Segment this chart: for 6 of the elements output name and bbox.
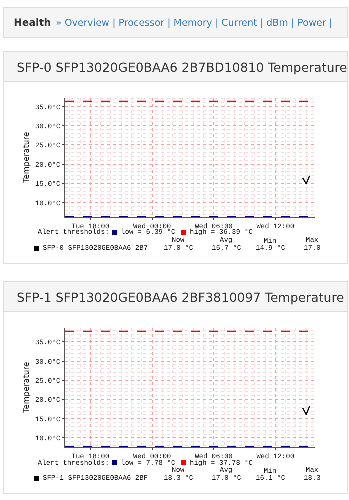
chart-title: SFP-1 SFP13020GE0BAA6 2BF3810097 Temperature xyxy=(17,290,345,305)
text: Health xyxy=(14,18,52,29)
y-axis-title: Temperature xyxy=(22,362,32,414)
y-axis-title: Temperature xyxy=(22,132,32,184)
text: » Overview | Processor | Memory | Current | dBm | Power | xyxy=(56,18,333,29)
chart-title: SFP-0 SFP13020GE0BAA6 2B7BD10810 Temperature xyxy=(17,60,348,75)
